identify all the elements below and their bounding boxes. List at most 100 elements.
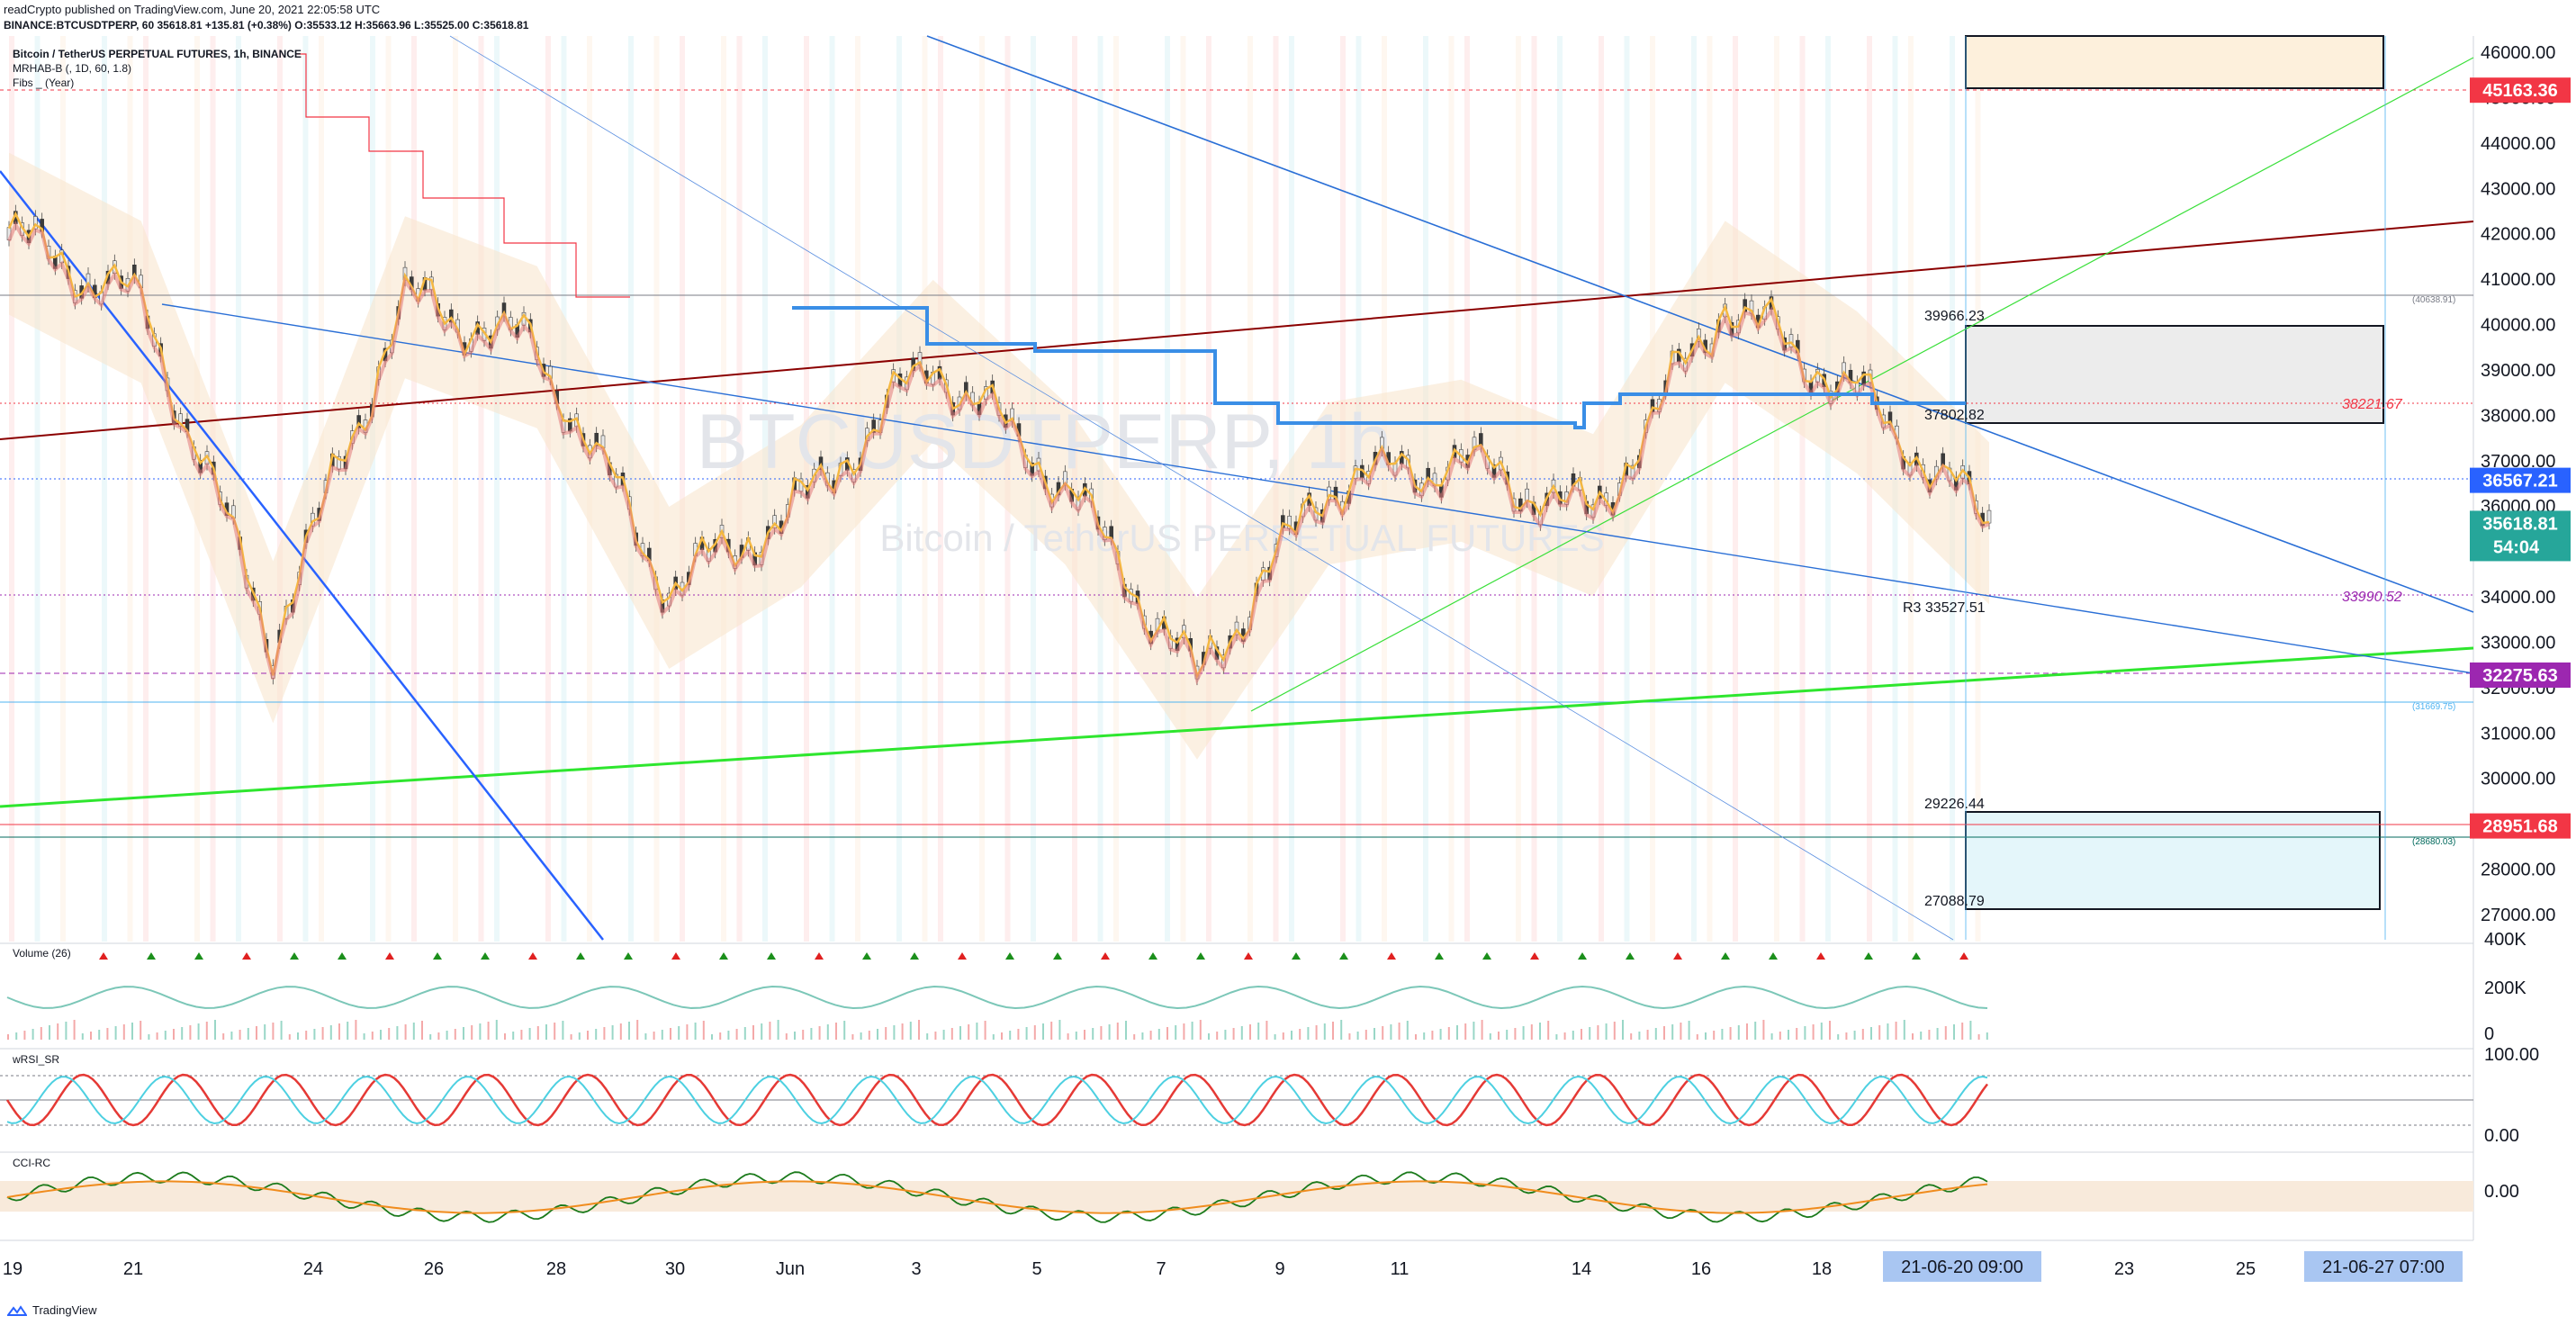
volume-signal-arrow (624, 952, 633, 960)
volume-bar (1464, 1023, 1467, 1040)
volume-bar (396, 1026, 399, 1040)
volume-bar (73, 1020, 76, 1040)
volume-signal-arrow (1005, 952, 1014, 960)
price-tick: 31000.00 (2481, 724, 2555, 744)
zone-box-cyan[interactable] (1965, 811, 2381, 910)
volume-signal-arrow (862, 952, 871, 960)
volume-bar (1969, 1021, 1972, 1040)
cci-pane[interactable] (0, 1171, 2473, 1223)
time-tick: Jun (776, 1259, 805, 1279)
volume-bar (1547, 1021, 1550, 1040)
wrsi-pane[interactable] (0, 1073, 2473, 1127)
volume-bar (818, 1026, 821, 1040)
volume-bar (843, 1021, 846, 1040)
publisher-line: readCrypto published on TradingView.com,… (4, 3, 381, 16)
volume-bar (156, 1032, 158, 1040)
volume-bar (1216, 1032, 1219, 1040)
price-tick: 46000.00 (2481, 43, 2555, 63)
volume-bar (1356, 1032, 1359, 1040)
indicator-mrhab[interactable]: MRHAB-B (, 1D, 60, 1.8) (13, 62, 132, 75)
cci-title[interactable]: CCI-RC (13, 1157, 50, 1169)
volume-bar (868, 1031, 870, 1040)
volume-bar (1729, 1027, 1732, 1040)
volume-bar (1116, 1023, 1119, 1040)
label-box-bot-hi: 29226.44 (1924, 797, 1985, 812)
volume-bar (1125, 1021, 1127, 1040)
volume-bar (1382, 1026, 1384, 1040)
volume-bar (934, 1032, 937, 1040)
volume-bar (794, 1032, 796, 1040)
session-stripe (1825, 36, 1831, 942)
volume-bar (429, 1034, 432, 1040)
volume-bar (1390, 1024, 1392, 1040)
zone-box-top[interactable] (1965, 35, 2384, 89)
label-box-top-hi: 39966.23 (1924, 309, 1985, 324)
volume-bar (694, 1023, 697, 1040)
trendline-green-thick[interactable] (0, 646, 2474, 808)
session-stripe (1206, 36, 1211, 942)
volume-signal-arrow (433, 952, 442, 960)
volume-tick: 0 (2484, 1024, 2494, 1044)
price-axis[interactable]: 46000.0045000.0044000.0043000.0042000.00… (2481, 43, 2555, 1202)
volume-bar (735, 1029, 738, 1040)
volume-bar (1613, 1022, 1616, 1040)
volume-bar (421, 1021, 423, 1040)
volume-bar (122, 1024, 125, 1040)
footer-brand-label: TradingView (32, 1303, 97, 1317)
trendline-dark-red[interactable] (0, 221, 2474, 440)
volume-bar (1299, 1029, 1302, 1040)
volume-signal-arrow (1721, 952, 1730, 960)
price-tick: 42000.00 (2481, 225, 2555, 245)
wrsi-title[interactable]: wRSI_SR (13, 1053, 60, 1066)
trendline-blue-upper[interactable] (926, 35, 2474, 613)
volume-bar (313, 1029, 316, 1040)
volume-bar (743, 1027, 746, 1040)
volume-bar (785, 1033, 788, 1040)
footer-brand[interactable]: TradingView (7, 1303, 97, 1317)
session-stripe (1774, 36, 1779, 942)
volume-bar (826, 1024, 829, 1040)
volume-title[interactable]: Volume (26) (13, 947, 71, 960)
volume-bar (719, 1032, 722, 1040)
time-tick: 3 (911, 1259, 921, 1279)
volume-bar (1274, 1034, 1276, 1040)
volume-bar (1340, 1020, 1343, 1040)
time-axis[interactable]: 19 21 24 26 28 30 Jun 3 5 7 9 11 14 16 18 23 25 (3, 1259, 2256, 1279)
volume-signal-arrow (147, 952, 156, 960)
volume-signal-arrow (1530, 952, 1539, 960)
volume-bar (860, 1032, 862, 1040)
time-tick: 21 (123, 1259, 143, 1279)
trendline-blue-lower[interactable] (161, 303, 2474, 674)
volume-bar (1498, 1032, 1500, 1040)
trendline-blue-thin[interactable] (449, 35, 1954, 941)
watermark-description: Bitcoin / TetherUS PERPETUAL FUTURES (879, 517, 1604, 559)
volume-signal-arrow (528, 952, 537, 960)
volume-bar (1447, 1027, 1450, 1040)
volume-signal-arrow (1912, 952, 1921, 960)
volume-bar (131, 1023, 133, 1040)
zone-box-gray[interactable] (1965, 325, 2384, 424)
volume-bar (1762, 1020, 1765, 1040)
volume-bar (1812, 1024, 1815, 1040)
volume-bar (388, 1028, 391, 1040)
volume-signal-arrow (671, 952, 680, 960)
price-badge-label: 35618.81 (2482, 514, 2557, 534)
session-stripe (1180, 36, 1186, 942)
volume-bar (893, 1025, 896, 1040)
volume-signal-arrow (290, 952, 299, 960)
time-tick: 19 (3, 1259, 23, 1279)
symbol-title[interactable]: Bitcoin / TetherUS PERPETUAL FUTURES, 1h… (13, 48, 302, 60)
indicator-fibs[interactable]: Fibs _ (Year) (13, 77, 75, 89)
volume-bar (1555, 1034, 1558, 1040)
volume-bar (106, 1028, 109, 1040)
volume-bar (976, 1023, 978, 1040)
volume-pane[interactable] (6, 952, 1988, 1040)
volume-bar (1042, 1023, 1044, 1040)
price-series[interactable] (6, 53, 1992, 686)
volume-signal-arrow (1292, 952, 1301, 960)
volume-signal-arrow (1435, 952, 1444, 960)
volume-bar (1423, 1032, 1426, 1040)
session-stripe (411, 36, 417, 942)
price-tick: 44000.00 (2481, 134, 2555, 154)
